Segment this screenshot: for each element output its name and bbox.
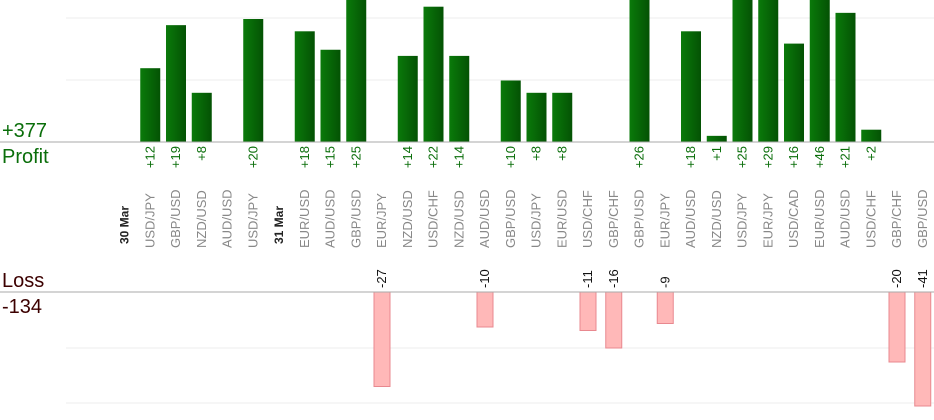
profit-bar bbox=[809, 0, 830, 142]
pair-label: EUR/JPY bbox=[657, 193, 672, 248]
pair-label: AUD/USD bbox=[683, 189, 698, 248]
loss-value-label: -11 bbox=[580, 270, 595, 288]
profit-value-label: +20 bbox=[245, 146, 260, 168]
pair-label: USD/CHF bbox=[863, 190, 878, 248]
pair-label: USD/JPY bbox=[735, 193, 750, 248]
profit-bar bbox=[526, 92, 547, 142]
pair-label: USD/CAD bbox=[786, 189, 801, 248]
pair-label: EUR/USD bbox=[554, 189, 569, 248]
loss-value-label: -16 bbox=[606, 269, 621, 288]
profit-bar bbox=[140, 68, 161, 142]
loss-label: Loss bbox=[2, 270, 44, 292]
pair-label: AUD/USD bbox=[220, 189, 235, 248]
loss-bar bbox=[914, 291, 932, 407]
pair-label: GBP/USD bbox=[632, 189, 647, 248]
profit-bar bbox=[500, 80, 521, 142]
profit-value-label: +14 bbox=[400, 146, 415, 168]
profit-value-label: +1 bbox=[709, 146, 724, 161]
pair-label: EUR/JPY bbox=[760, 193, 775, 248]
profit-label: Profit bbox=[2, 146, 49, 168]
pair-label: GBP/CHF bbox=[889, 190, 904, 248]
profit-value-label: +18 bbox=[297, 146, 312, 168]
profit-value-label: +8 bbox=[194, 146, 209, 161]
pair-label: EUR/USD bbox=[297, 189, 312, 248]
pair-label: GBP/USD bbox=[915, 189, 930, 248]
profit-value-label: +12 bbox=[142, 146, 157, 168]
profit-bar bbox=[191, 92, 212, 142]
profit-value-label: +18 bbox=[683, 146, 698, 168]
profit-value-label: +16 bbox=[786, 146, 801, 168]
loss-total: -134 bbox=[2, 296, 42, 318]
profit-value-label: +26 bbox=[632, 146, 647, 168]
pair-label: NZD/USD bbox=[709, 190, 724, 248]
pair-label: GBP/USD bbox=[168, 189, 183, 248]
profit-value-label: +22 bbox=[426, 146, 441, 168]
pair-label: AUD/USD bbox=[477, 189, 492, 248]
pair-label: EUR/JPY bbox=[374, 193, 389, 248]
loss-bar bbox=[579, 291, 597, 331]
pair-label: GBP/USD bbox=[348, 189, 363, 248]
loss-value-label: -9 bbox=[657, 276, 672, 288]
pair-label: NZD/USD bbox=[194, 190, 209, 248]
profit-value-label: +8 bbox=[529, 146, 544, 161]
pair-label: USD/JPY bbox=[245, 193, 260, 248]
profit-bar bbox=[629, 0, 650, 142]
profit-value-label: +10 bbox=[503, 146, 518, 168]
profit-total: +377 bbox=[2, 120, 47, 142]
profit-bar bbox=[861, 129, 882, 142]
pair-label: NZD/USD bbox=[451, 190, 466, 248]
profit-bar bbox=[835, 12, 856, 142]
profit-bar bbox=[706, 135, 727, 142]
profit-value-label: +15 bbox=[323, 146, 338, 168]
pair-label: AUD/USD bbox=[323, 189, 338, 248]
profit-bar bbox=[294, 31, 315, 142]
pair-label: EUR/USD bbox=[812, 189, 827, 248]
loss-bar bbox=[476, 291, 494, 328]
profit-bar bbox=[243, 19, 264, 142]
profit-value-label: +8 bbox=[554, 146, 569, 161]
profit-value-label: +25 bbox=[348, 146, 363, 168]
profit-bar bbox=[449, 55, 470, 142]
profit-value-label: +29 bbox=[760, 146, 775, 168]
loss-value-label: -27 bbox=[374, 269, 389, 288]
profit-value-label: +25 bbox=[735, 146, 750, 168]
loss-bar bbox=[888, 291, 906, 363]
profit-bar bbox=[732, 0, 753, 142]
loss-bar bbox=[656, 291, 674, 324]
loss-value-label: -20 bbox=[889, 269, 904, 288]
date-label: 31 Mar bbox=[272, 206, 286, 244]
pair-label: USD/CHF bbox=[426, 190, 441, 248]
loss-bar bbox=[373, 291, 391, 387]
profit-bar bbox=[320, 49, 341, 142]
profit-bar bbox=[758, 0, 779, 142]
pair-label: GBP/USD bbox=[503, 189, 518, 248]
pair-label: NZD/USD bbox=[400, 190, 415, 248]
profit-value-label: +14 bbox=[451, 146, 466, 168]
loss-value-label: -41 bbox=[915, 269, 930, 288]
pair-label: USD/JPY bbox=[142, 193, 157, 248]
loss-value-label: -10 bbox=[477, 269, 492, 288]
bars bbox=[140, 0, 932, 407]
profit-value-label: +21 bbox=[838, 146, 853, 168]
profit-value-label: +46 bbox=[812, 146, 827, 168]
profit-bar bbox=[681, 31, 701, 142]
pair-label: USD/JPY bbox=[529, 193, 544, 248]
profit-bar bbox=[397, 55, 418, 142]
loss-bar bbox=[605, 291, 623, 349]
profit-bar bbox=[423, 6, 444, 143]
profit-value-label: +2 bbox=[863, 146, 878, 161]
profit-bar bbox=[346, 0, 367, 142]
profit-value-label: +19 bbox=[168, 146, 183, 168]
profit-bar bbox=[784, 43, 804, 142]
date-label: 30 Mar bbox=[118, 206, 132, 244]
pair-label: GBP/CHF bbox=[606, 190, 621, 248]
pair-label: AUD/USD bbox=[838, 189, 853, 248]
pair-label: USD/CHF bbox=[580, 190, 595, 248]
profit-bar bbox=[552, 92, 573, 142]
profit-bar bbox=[166, 25, 186, 142]
labels: 30 Mar USD/JPY +12 GBP/USD +19 NZD/USD +8 AUD/U… bbox=[118, 146, 930, 288]
